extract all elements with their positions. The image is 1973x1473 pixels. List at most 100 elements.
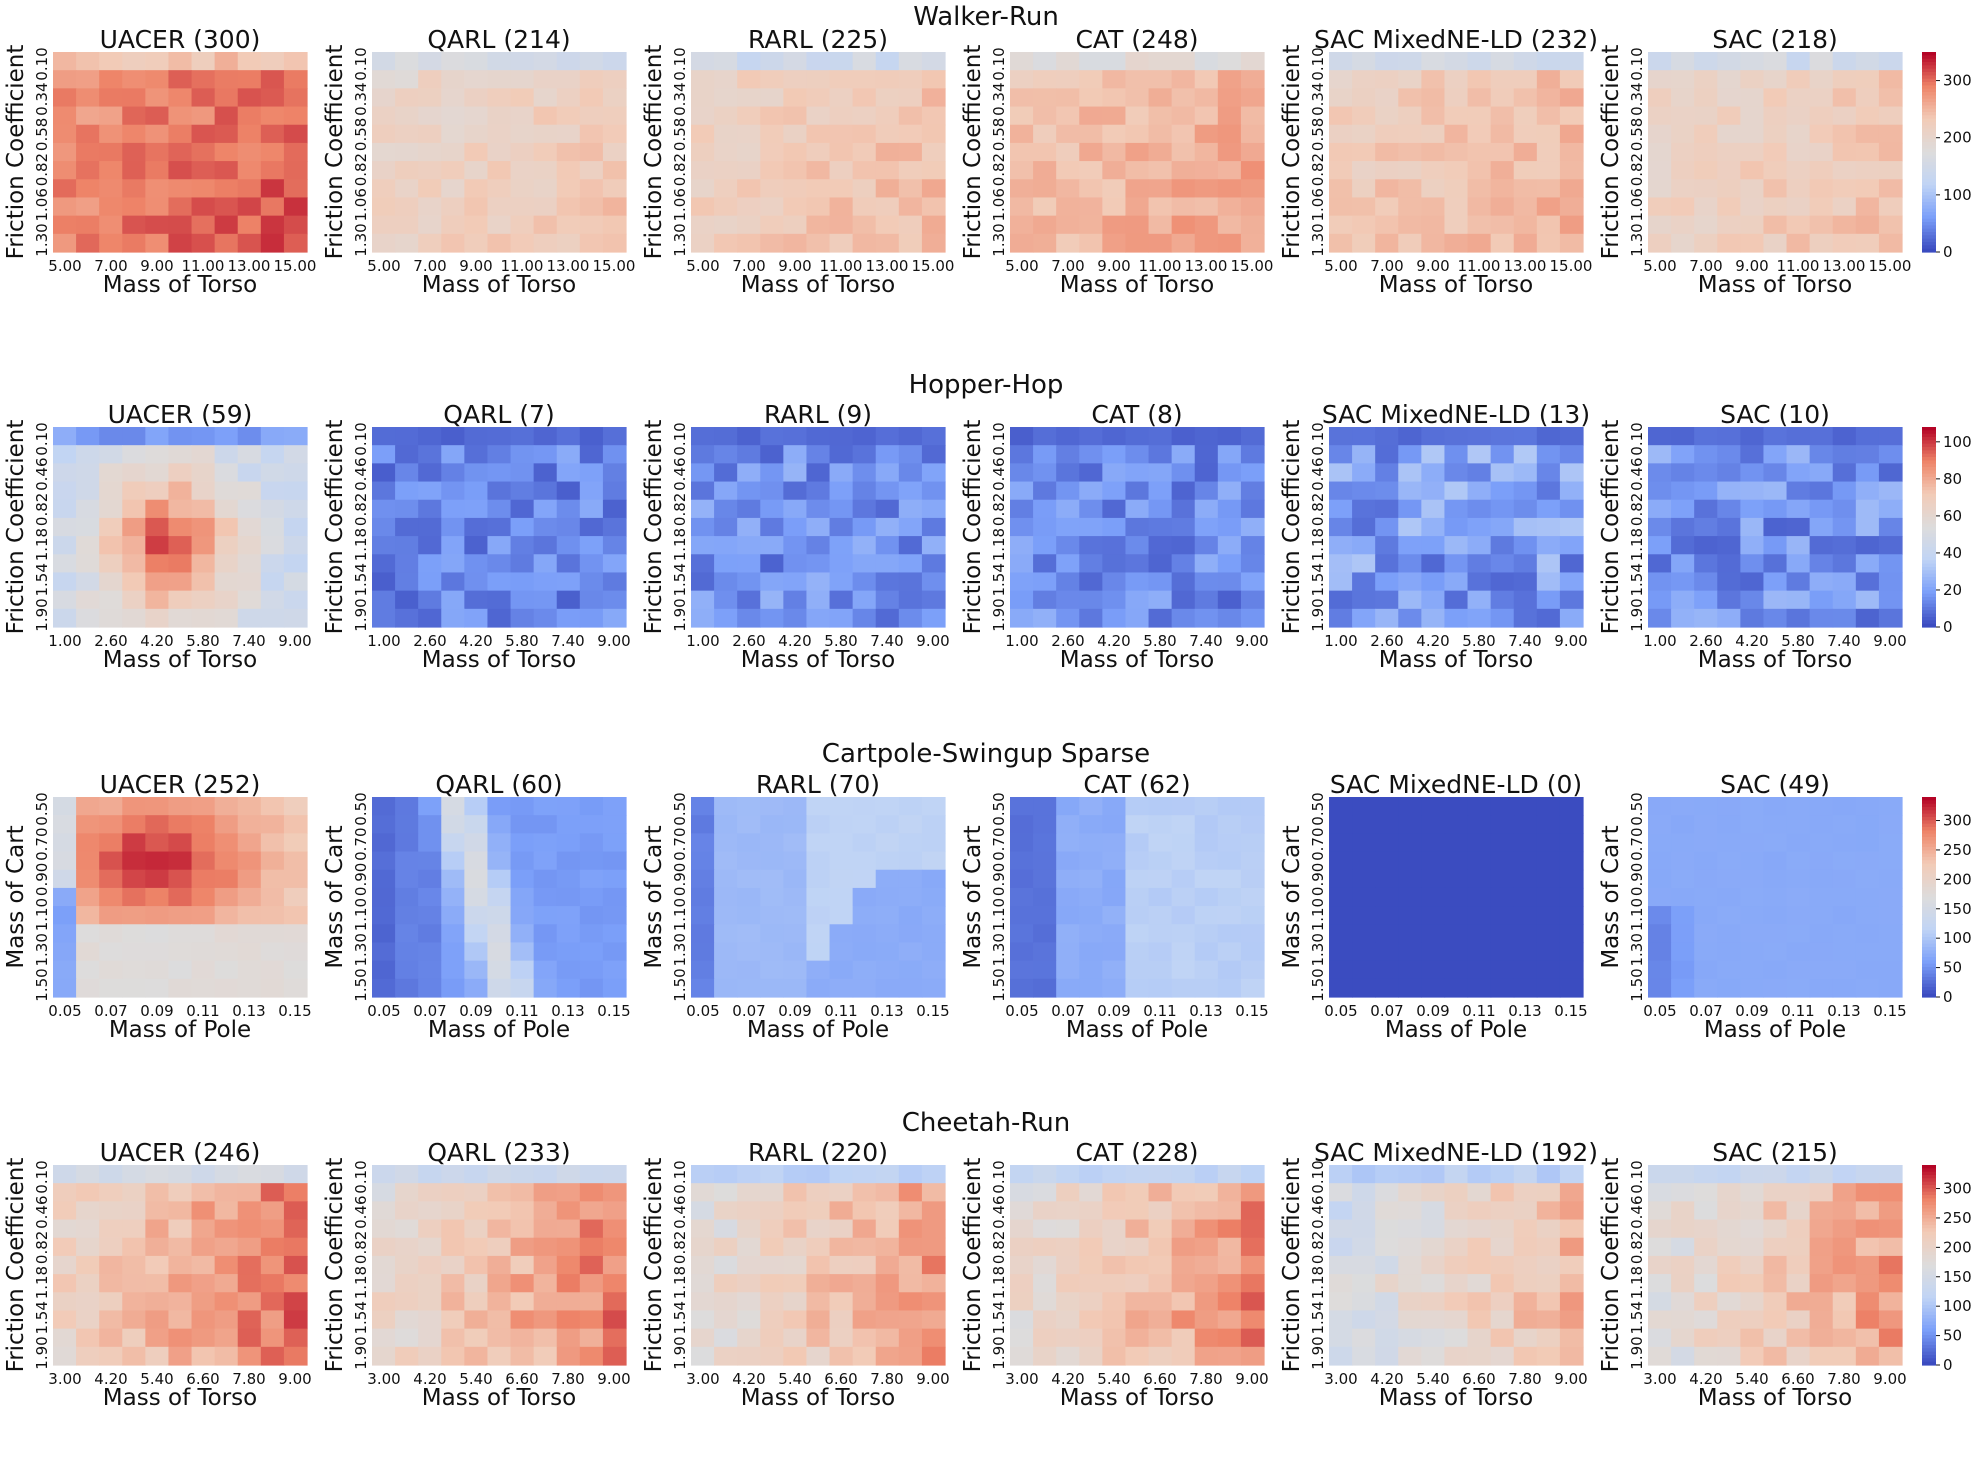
heatmap-cell xyxy=(191,124,216,144)
x-tick-label: 2.60 xyxy=(732,632,765,650)
heatmap-cell xyxy=(1694,517,1718,537)
colorbar-segment xyxy=(1922,887,1936,891)
heatmap-cell xyxy=(1671,1328,1695,1348)
heatmap-cell xyxy=(556,499,581,519)
heatmap-cell xyxy=(1809,481,1834,501)
heatmap-cell xyxy=(852,554,877,574)
heatmap-cell xyxy=(1536,1310,1561,1330)
heatmap-cell xyxy=(1559,960,1584,980)
heatmap-cell xyxy=(53,142,77,162)
heatmap-cell xyxy=(1740,106,1765,126)
heatmap-cell xyxy=(1694,815,1718,834)
heatmap-cell xyxy=(737,924,761,944)
heatmap-cell xyxy=(395,851,419,871)
heatmap-cell xyxy=(1171,106,1196,126)
heatmap-cell xyxy=(760,1274,784,1293)
heatmap-cell xyxy=(214,590,239,610)
heatmap-cell xyxy=(1763,1183,1788,1202)
heatmap-cell xyxy=(1878,1165,1903,1184)
heatmap-cell xyxy=(921,1237,946,1257)
heatmap-cell xyxy=(1352,142,1376,162)
heatmap-cell xyxy=(1329,1219,1353,1239)
heatmap-cell xyxy=(921,797,946,816)
heatmap-cell xyxy=(1467,88,1492,108)
heatmap-cell xyxy=(260,52,285,71)
heatmap-cell xyxy=(214,978,239,998)
colorbar-segment xyxy=(1922,1201,1936,1206)
heatmap-cell xyxy=(783,906,808,925)
heatmap-cell xyxy=(1809,142,1834,162)
heatmap-cell xyxy=(53,88,77,108)
panel-title: SAC MixedNE-LD (13) xyxy=(1322,400,1590,429)
heatmap-cell xyxy=(1694,1346,1718,1366)
heatmap-cell xyxy=(556,572,581,592)
heatmap-cell xyxy=(1352,517,1376,537)
heatmap-cell xyxy=(921,1165,946,1184)
colorbar-tick-label: 0 xyxy=(1943,1356,1953,1374)
colorbar-segment xyxy=(1922,617,1936,621)
heatmap-cell xyxy=(691,481,715,501)
heatmap-cell xyxy=(1763,1346,1788,1366)
heatmap-cell xyxy=(260,179,285,199)
heatmap-cell xyxy=(1536,797,1561,816)
heatmap-cell xyxy=(1398,1274,1422,1293)
heatmap-cell xyxy=(1559,1328,1584,1348)
heatmap-cell xyxy=(214,1165,239,1184)
heatmap-cell xyxy=(1171,197,1196,217)
heatmap-cell xyxy=(1648,554,1672,574)
heatmap-cell xyxy=(1878,88,1903,108)
heatmap-cell xyxy=(1855,942,1880,962)
heatmap-cell xyxy=(533,445,558,464)
heatmap-cell xyxy=(283,851,308,871)
heatmap-cell xyxy=(875,869,900,889)
x-tick-label: 5.80 xyxy=(1462,632,1495,650)
heatmap-cell xyxy=(418,517,442,537)
heatmap-cell xyxy=(1648,906,1672,925)
heatmap-cell xyxy=(76,106,100,126)
heatmap-cell xyxy=(579,851,604,871)
heatmap-cell xyxy=(714,833,738,853)
heatmap-cell xyxy=(1536,1237,1561,1257)
colorbar-segment xyxy=(1922,148,1936,153)
heatmap-cell xyxy=(260,1255,285,1275)
heatmap-cell xyxy=(1010,590,1034,610)
heatmap-cell xyxy=(1171,536,1196,555)
heatmap-cell xyxy=(602,1201,627,1221)
heatmap-cell xyxy=(714,1292,738,1312)
y-tick-label: 0.58 xyxy=(1309,118,1327,151)
colorbar-segment xyxy=(1922,523,1936,528)
heatmap-cell xyxy=(579,233,604,253)
heatmap-cell xyxy=(1878,887,1903,907)
heatmap-cell xyxy=(1010,481,1034,501)
heatmap-cell xyxy=(1878,1183,1903,1202)
heatmap-cell xyxy=(1467,142,1492,162)
heatmap-cell xyxy=(1375,608,1399,628)
panel: SAC (215)3.00 4.20 5.40 6.60 7.80 9.000.100.4… xyxy=(1598,1138,1907,1411)
heatmap-cell xyxy=(1194,942,1219,962)
heatmap-cell xyxy=(283,572,308,592)
heatmap-cell xyxy=(53,427,77,446)
heatmap-cell xyxy=(1855,851,1880,871)
colorbar-segment xyxy=(1922,1238,1936,1243)
colorbar-tick-label: 0 xyxy=(1943,618,1953,636)
heatmap-cell xyxy=(1194,233,1219,253)
heatmap-cell xyxy=(737,427,761,446)
heatmap-cell xyxy=(783,1237,808,1257)
heatmap-cell xyxy=(1536,1165,1561,1184)
heatmap-cell xyxy=(852,463,877,483)
heatmap-cell xyxy=(1148,499,1173,519)
heatmap-cell xyxy=(395,463,419,483)
heatmap-cell xyxy=(372,481,396,501)
heatmap-cell xyxy=(260,517,285,537)
heatmap-cell xyxy=(806,960,831,980)
heatmap-cell xyxy=(691,815,715,834)
heatmap-cell xyxy=(1809,427,1834,446)
x-tick-label: 6.60 xyxy=(186,1370,219,1388)
heatmap-cell xyxy=(1648,1165,1672,1184)
heatmap-cell xyxy=(1398,1255,1422,1275)
heatmap-cell xyxy=(1352,797,1376,816)
colorbar-segment xyxy=(1922,1251,1936,1256)
heatmap-cell xyxy=(1444,142,1469,162)
heatmap-cell xyxy=(1671,233,1695,253)
heatmap-cell xyxy=(1398,960,1422,980)
